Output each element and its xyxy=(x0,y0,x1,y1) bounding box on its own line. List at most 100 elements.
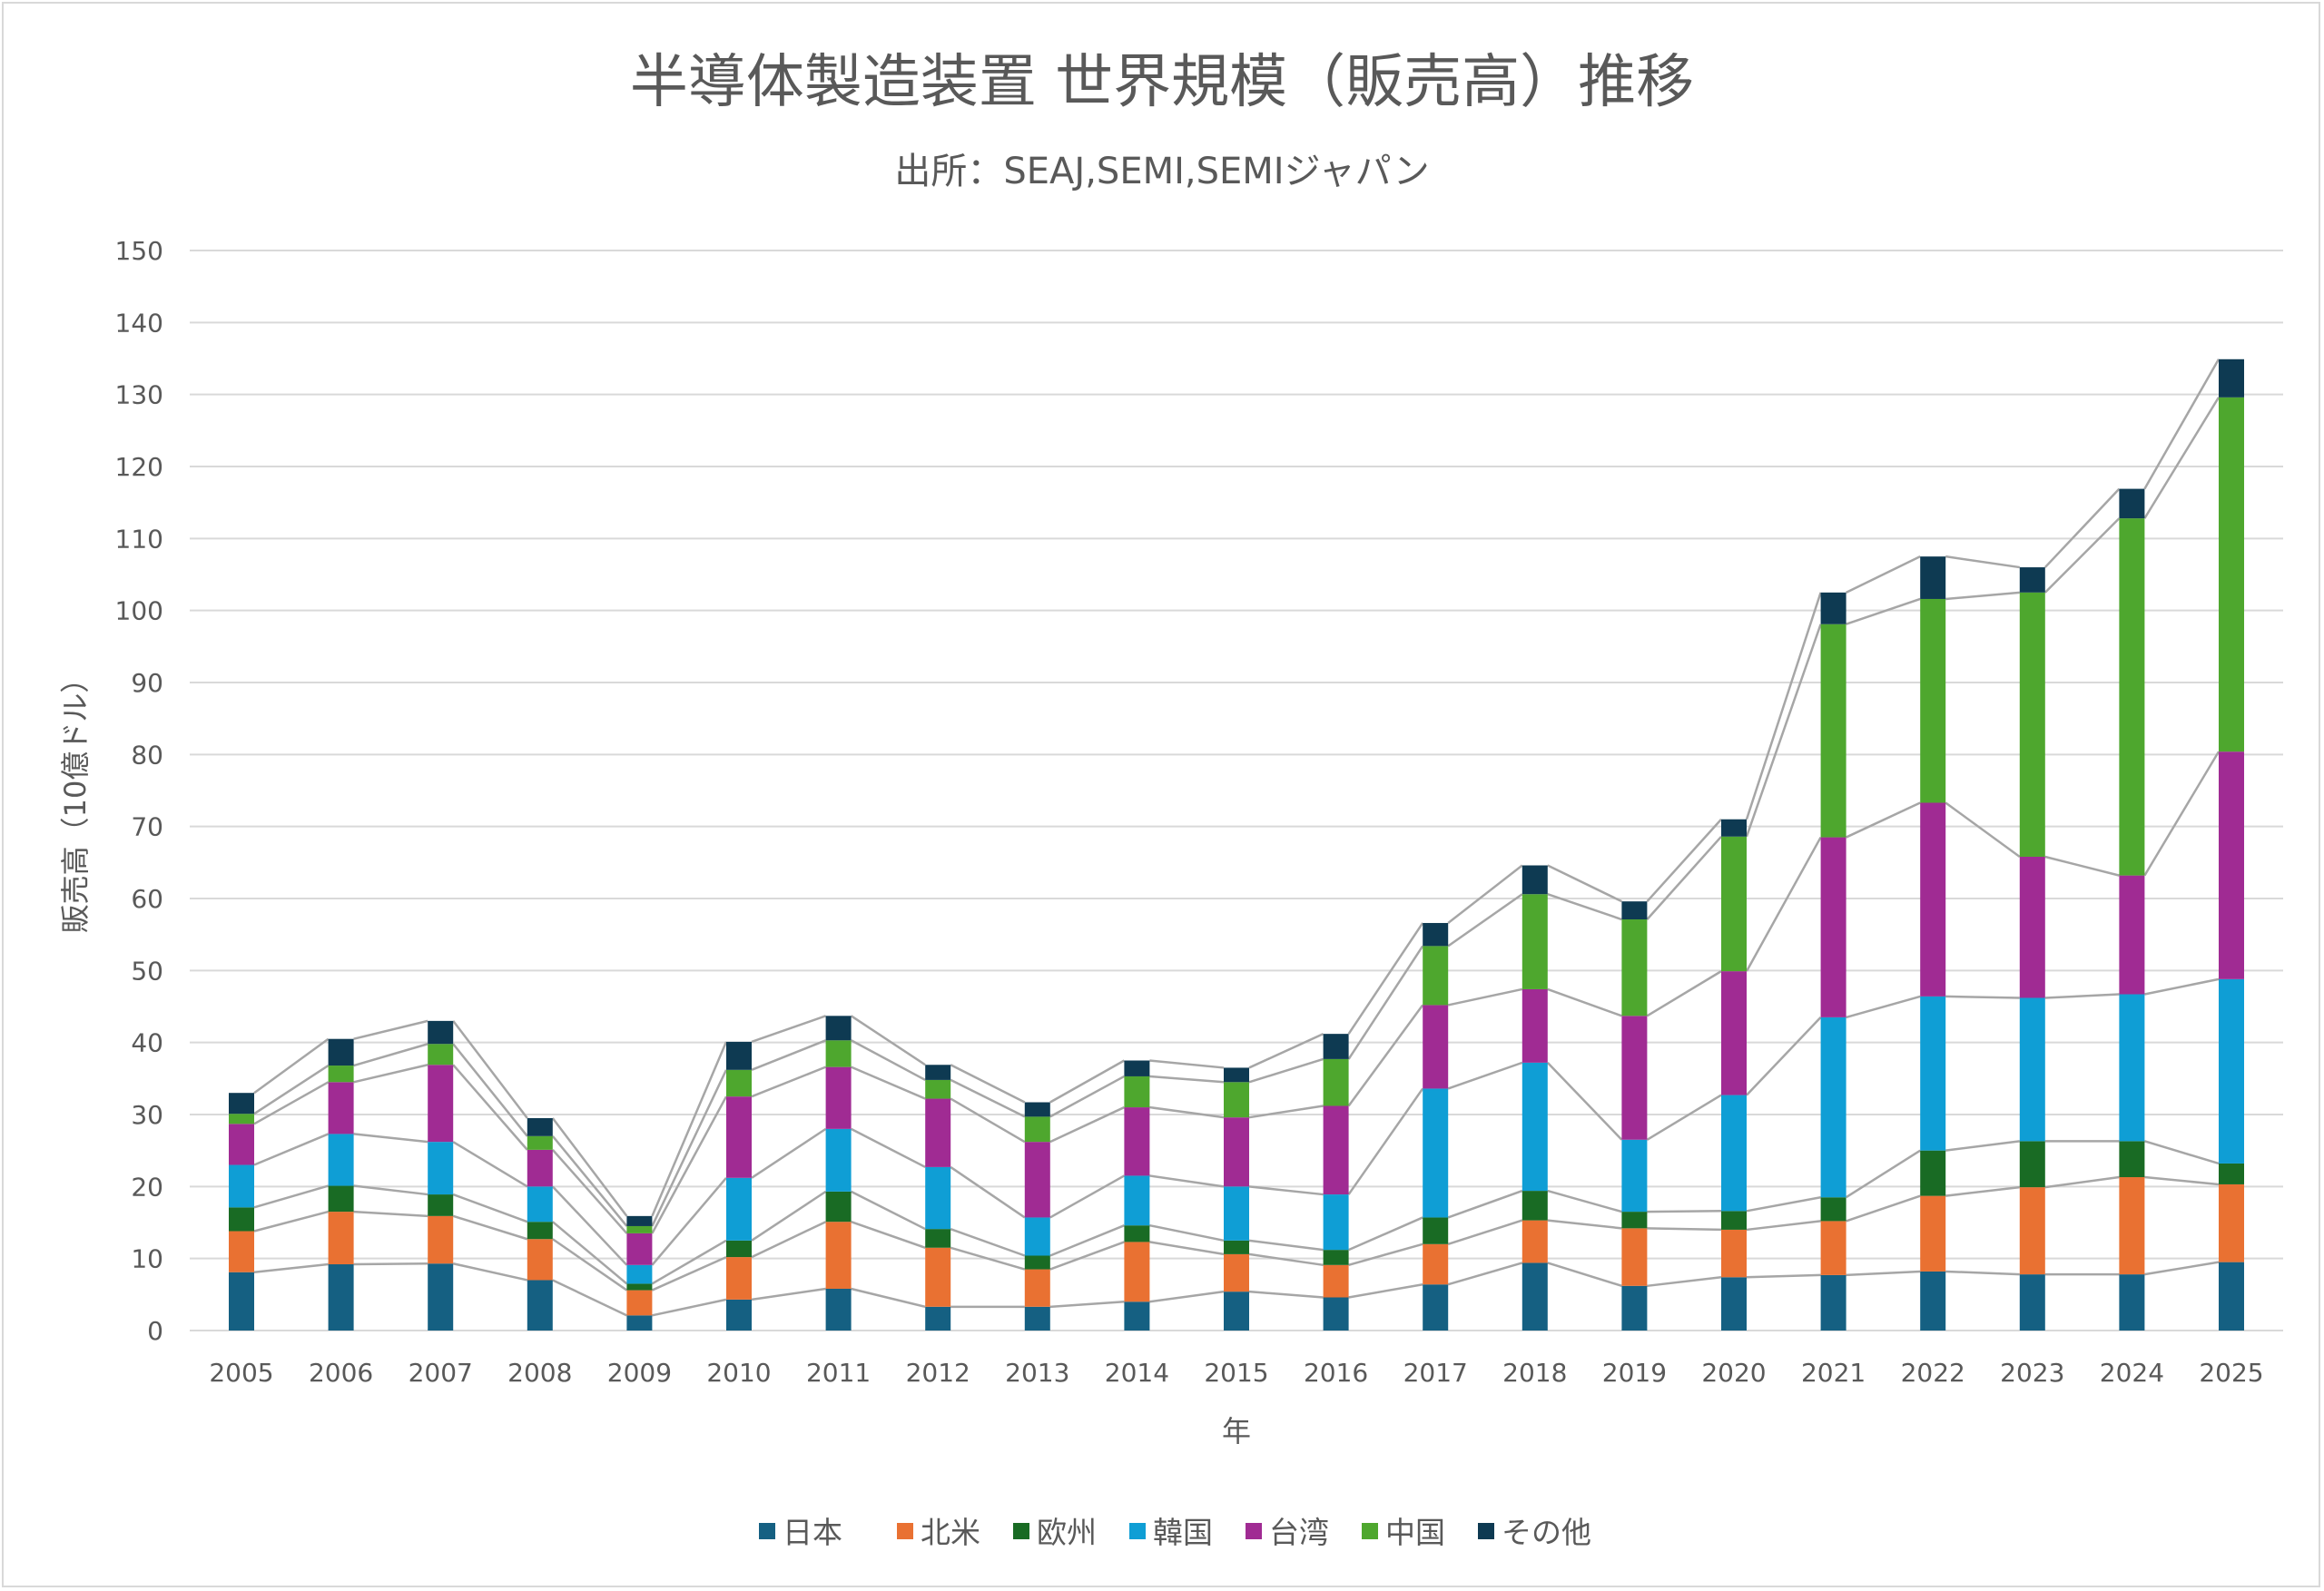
series-line xyxy=(1846,597,1921,625)
y-tick-label: 130 xyxy=(115,380,163,410)
series-line xyxy=(1149,1105,1225,1119)
series-line xyxy=(2044,855,2120,877)
bar-segment xyxy=(328,1134,354,1186)
bar-segment xyxy=(1124,1301,1150,1331)
series-line xyxy=(651,1177,727,1266)
series-line xyxy=(651,1095,728,1234)
series-lines xyxy=(253,358,2221,1317)
x-tick-label: 2012 xyxy=(906,1358,970,1388)
x-axis-label: 年 xyxy=(1222,1414,1251,1449)
bar-segment xyxy=(1621,1212,1648,1229)
bar-segment xyxy=(1721,819,1747,837)
series-line xyxy=(1248,1290,1324,1299)
legend: 日本 北米 欧州 韓国 台湾 中国 その他 xyxy=(759,1515,1591,1550)
legend-label: 北米 xyxy=(921,1515,980,1550)
bar-segment xyxy=(1323,1297,1349,1331)
bar-segment xyxy=(1521,1062,1548,1192)
bar-segment xyxy=(1621,1016,1648,1140)
series-line xyxy=(2144,1261,2220,1276)
series-line xyxy=(651,1239,727,1285)
bar-segment xyxy=(2219,358,2244,398)
bar-segment xyxy=(726,1257,752,1300)
bar-segment xyxy=(1721,1095,1747,1212)
series-line xyxy=(950,1246,1026,1271)
series-line xyxy=(651,1069,728,1227)
bar-segment xyxy=(1521,1191,1548,1221)
bar-segment xyxy=(328,1185,354,1213)
bar-segment xyxy=(2219,1262,2244,1331)
series-line xyxy=(950,1097,1026,1144)
series-line xyxy=(551,1117,628,1217)
series-line xyxy=(1846,801,1921,839)
y-tick-label: 100 xyxy=(115,596,163,626)
series-line xyxy=(1547,987,1622,1017)
series-line xyxy=(950,1064,1026,1104)
bar-segment xyxy=(2219,978,2244,1164)
series-line xyxy=(1945,1185,2020,1197)
bar-segment xyxy=(1224,1117,1249,1187)
y-tick-label: 120 xyxy=(115,452,163,482)
legend-swatch xyxy=(1129,1523,1146,1539)
x-tick-label: 2008 xyxy=(507,1358,572,1388)
bar-segment xyxy=(1323,1194,1349,1251)
series-line xyxy=(551,1149,628,1234)
bar-segment xyxy=(626,1283,653,1291)
series-line xyxy=(1546,1062,1623,1141)
bar-segment xyxy=(1323,1058,1349,1106)
series-line xyxy=(253,1065,330,1115)
bar-segment xyxy=(1423,922,1449,947)
series-line xyxy=(1248,1057,1324,1084)
series-line xyxy=(1049,1174,1126,1219)
bar-segment xyxy=(1323,1264,1349,1298)
series-line xyxy=(1547,1262,1622,1288)
series-line xyxy=(1447,1189,1523,1219)
bar-segment xyxy=(1521,988,1548,1063)
bar-segment xyxy=(1024,1255,1050,1270)
series-line xyxy=(851,1221,926,1249)
series-line xyxy=(1745,836,1822,972)
x-tick-label: 2006 xyxy=(309,1358,373,1388)
bars xyxy=(229,358,2244,1331)
series-line xyxy=(1049,1059,1126,1104)
x-tick-label: 2023 xyxy=(2000,1358,2064,1388)
series-line xyxy=(552,1279,627,1317)
series-line xyxy=(353,1184,428,1196)
bar-segment xyxy=(925,1079,951,1099)
series-line xyxy=(1646,970,1722,1017)
bar-segment xyxy=(1124,1175,1150,1226)
bar-segment xyxy=(229,1272,254,1331)
series-line xyxy=(353,1019,428,1040)
bar-segment xyxy=(626,1215,653,1226)
bar-segment xyxy=(1820,1221,1846,1275)
bar-segment xyxy=(428,1020,454,1045)
series-line xyxy=(950,1227,1026,1257)
series-line xyxy=(1945,1270,2020,1276)
bar-segment xyxy=(1024,1306,1050,1331)
series-line xyxy=(1945,1140,2020,1152)
bar-segment xyxy=(726,1041,752,1070)
y-tick-labels: 0 10 20 30 40 50 60 70 80 90 100 110 120 130 140 150 xyxy=(115,236,163,1346)
x-tick-label: 2020 xyxy=(1701,1358,1766,1388)
series-line xyxy=(452,1064,528,1151)
legend-item: 台湾 xyxy=(1246,1515,1329,1550)
series-line xyxy=(1049,1075,1125,1118)
chart-subtitle: 出所：SEAJ,SEMI,SEMIジャパン xyxy=(894,151,1429,192)
y-tick-label: 80 xyxy=(131,740,163,770)
bar-segment xyxy=(1621,1228,1648,1286)
series-line xyxy=(253,1037,330,1095)
bar-segment xyxy=(428,1263,454,1331)
series-line xyxy=(751,1287,826,1301)
series-line xyxy=(1746,1273,1821,1279)
y-tick-label: 30 xyxy=(131,1100,163,1130)
bar-segment xyxy=(1323,1034,1349,1059)
bar-segment xyxy=(1721,1211,1747,1230)
legend-item: 欧州 xyxy=(1013,1515,1097,1550)
legend-swatch xyxy=(1013,1523,1029,1539)
x-tick-label: 2013 xyxy=(1005,1358,1069,1388)
series-line xyxy=(1846,995,1921,1019)
bar-segment xyxy=(1521,894,1548,989)
series-line xyxy=(1945,591,2020,601)
legend-label: その他 xyxy=(1502,1515,1591,1550)
series-line xyxy=(552,1238,628,1291)
